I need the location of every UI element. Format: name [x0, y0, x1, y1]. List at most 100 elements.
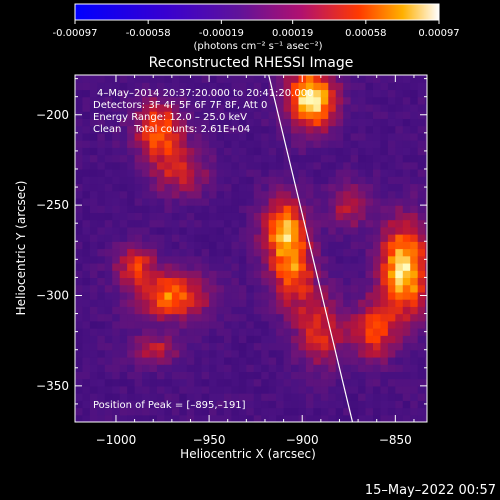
heatmap-cell	[104, 299, 113, 307]
heatmap-cell	[238, 183, 247, 192]
heatmap-cell	[291, 342, 300, 351]
heatmap-cell	[171, 262, 180, 271]
heatmap-cell	[104, 335, 113, 344]
heatmap-cell	[425, 212, 427, 221]
heatmap-cell	[156, 197, 165, 206]
heatmap-cell	[112, 385, 121, 394]
heatmap-cell	[380, 270, 389, 279]
heatmap-cell	[201, 226, 210, 235]
heatmap-cell	[402, 75, 411, 83]
heatmap-cell	[112, 147, 121, 156]
heatmap-cell	[253, 176, 262, 185]
heatmap-cell	[410, 349, 419, 358]
heatmap-cell	[417, 205, 426, 213]
heatmap-cell	[97, 89, 106, 98]
heatmap-cell	[276, 342, 285, 351]
heatmap-cell	[328, 226, 337, 235]
heatmap-cell	[134, 299, 143, 307]
heatmap-cell	[313, 407, 322, 416]
heatmap-cell	[313, 255, 322, 264]
heatmap-cell	[231, 103, 240, 112]
heatmap-cell	[276, 349, 285, 358]
heatmap-cell	[127, 82, 136, 91]
heatmap-cell	[343, 226, 352, 235]
heatmap-cell	[387, 306, 396, 315]
heatmap-cell	[417, 284, 426, 293]
heatmap-cell	[358, 299, 367, 307]
heatmap-cell	[246, 118, 255, 127]
heatmap-cell	[75, 125, 84, 134]
heatmap-cell	[358, 349, 367, 358]
heatmap-cell	[358, 270, 367, 279]
heatmap-cell	[410, 356, 419, 365]
heatmap-cell	[82, 234, 91, 242]
heatmap-cell	[343, 328, 352, 336]
heatmap-cell	[358, 147, 367, 156]
heatmap-cell	[328, 96, 337, 105]
heatmap-cell	[298, 82, 307, 91]
heatmap-cell	[320, 284, 329, 293]
heatmap-cell	[246, 147, 255, 156]
heatmap-cell	[350, 328, 359, 336]
heatmap-cell	[186, 75, 195, 83]
heatmap-cell	[268, 147, 277, 156]
heatmap-cell	[283, 103, 292, 112]
heatmap-cell	[164, 414, 173, 422]
heatmap-cell	[209, 205, 218, 213]
heatmap-cell	[358, 140, 367, 148]
heatmap-cell	[156, 262, 165, 271]
heatmap-cell	[209, 125, 218, 134]
heatmap-cell	[425, 132, 427, 141]
heatmap-cell	[75, 356, 84, 365]
heatmap-cell	[209, 320, 218, 329]
heatmap-cell	[246, 234, 255, 242]
heatmap-cell	[298, 234, 307, 242]
heatmap-cell	[380, 132, 389, 141]
heatmap-cell	[82, 385, 91, 394]
heatmap-cell	[231, 291, 240, 300]
heatmap-cell	[231, 140, 240, 148]
heatmap-cell	[380, 335, 389, 344]
heatmap-cell	[402, 277, 411, 286]
heatmap-cell	[216, 248, 225, 257]
heatmap-cell	[216, 371, 225, 380]
heatmap-cell	[97, 147, 106, 156]
heatmap-cell	[231, 147, 240, 156]
heatmap-cell	[112, 407, 121, 416]
heatmap-cell	[291, 96, 300, 105]
heatmap-cell	[410, 212, 419, 221]
heatmap-cell	[395, 385, 404, 394]
heatmap-cell	[261, 342, 270, 351]
heatmap-cell	[209, 255, 218, 264]
heatmap-cell	[358, 255, 367, 264]
heatmap-cell	[201, 371, 210, 380]
heatmap-cell	[305, 89, 314, 98]
heatmap-cell	[268, 371, 277, 380]
heatmap-cell	[410, 132, 419, 141]
heatmap-cell	[75, 176, 84, 185]
heatmap-cell	[209, 400, 218, 409]
heatmap-cell	[82, 277, 91, 286]
heatmap-cell	[372, 400, 382, 409]
heatmap-cell	[313, 335, 322, 344]
heatmap-cell	[387, 407, 396, 416]
heatmap-cell	[305, 385, 314, 394]
heatmap-cell	[350, 103, 359, 112]
heatmap-cell	[402, 400, 411, 409]
heatmap-cell	[156, 248, 165, 257]
heatmap-cell	[358, 183, 367, 192]
heatmap-cell	[291, 197, 300, 206]
heatmap-cell	[112, 234, 121, 242]
heatmap-cell	[112, 277, 121, 286]
heatmap-cell	[142, 385, 151, 394]
heatmap-cell	[380, 385, 389, 394]
heatmap-cell	[75, 147, 84, 156]
heatmap-cell	[313, 356, 322, 365]
heatmap-cell	[253, 125, 262, 134]
heatmap-cell	[142, 197, 151, 206]
heatmap-cell	[164, 234, 173, 242]
heatmap-cell	[402, 219, 411, 228]
heatmap-cell	[343, 385, 352, 394]
heatmap-cell	[335, 407, 344, 416]
heatmap-cell	[201, 262, 210, 271]
